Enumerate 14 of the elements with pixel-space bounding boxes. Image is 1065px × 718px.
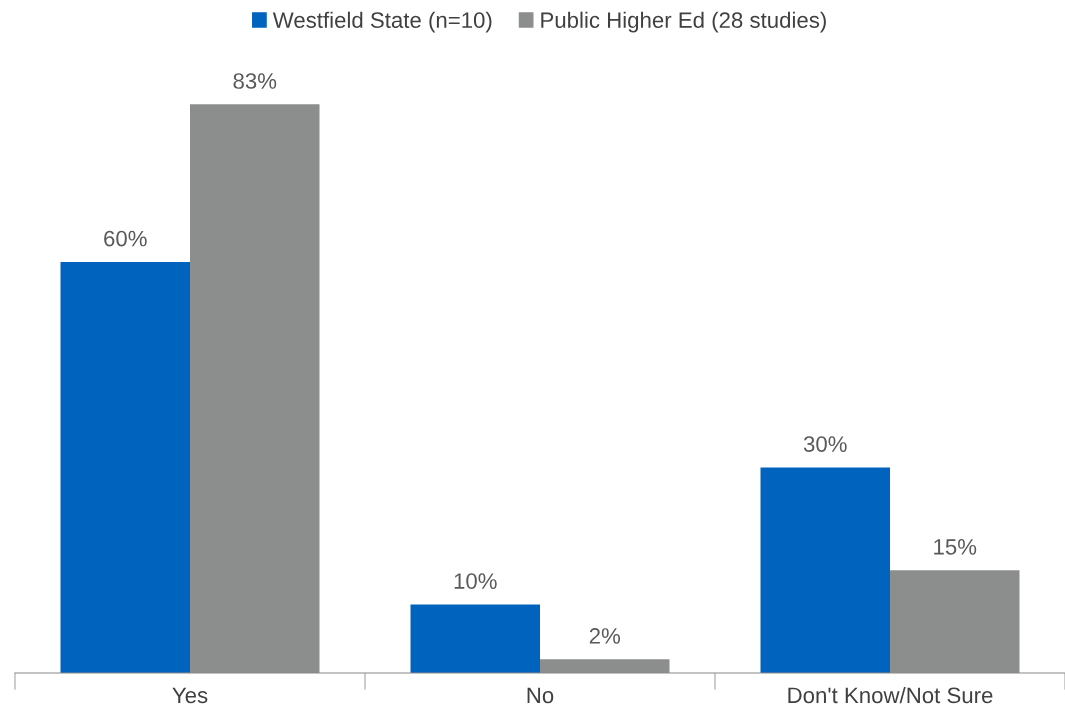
data-label: 15%: [934, 539, 977, 555]
data-label: 2%: [589, 628, 621, 644]
x-tick-label: Don't Know/Not Sure: [788, 686, 993, 704]
legend-label: Public Higher Ed (28 studies): [541, 11, 826, 33]
data-label: 83%: [233, 73, 277, 89]
x-tick-label: No: [527, 687, 554, 704]
x-tick-label: Yes: [172, 687, 208, 704]
data-label: 60%: [104, 230, 147, 247]
legend-label: Westfield State (n=10): [272, 11, 492, 33]
bar: [760, 467, 890, 673]
data-label: 10%: [454, 573, 497, 589]
bar: [60, 261, 190, 673]
bar: [410, 604, 540, 673]
data-label: 30%: [803, 436, 847, 452]
